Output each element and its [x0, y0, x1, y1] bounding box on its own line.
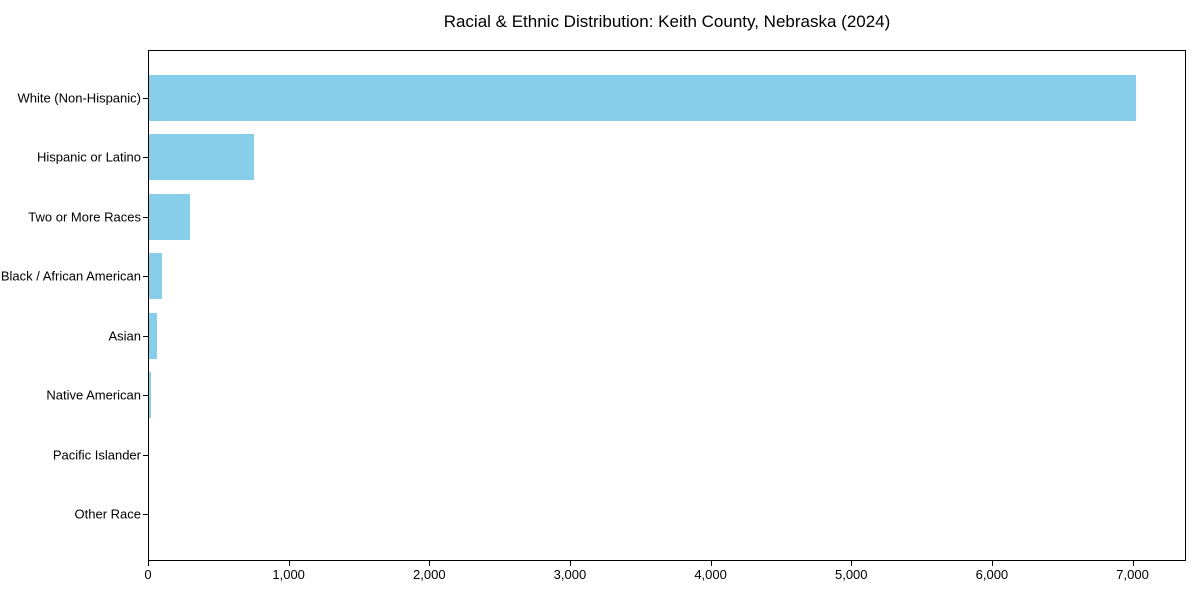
y-tick-label: Pacific Islander: [52, 447, 141, 463]
x-tick-mark: [1132, 561, 1134, 566]
y-tick-mark: [143, 335, 148, 337]
y-tick-label: White (Non-Hispanic): [17, 90, 141, 105]
y-tick-mark: [143, 395, 148, 397]
y-tick-label: Other Race: [74, 506, 141, 522]
x-tick-mark: [710, 561, 712, 566]
chart-title: Racial & Ethnic Distribution: Keith Coun…: [443, 12, 891, 31]
x-tick-label: 3,000: [553, 567, 587, 582]
x-tick-label: 1,000: [272, 567, 305, 582]
x-tick-mark: [991, 561, 993, 566]
y-tick-label: Two or More Races: [28, 209, 141, 225]
x-tick-label: 0: [144, 567, 152, 582]
bar-hispanic-or-latino: [149, 134, 255, 181]
y-tick-label: Asian: [108, 328, 141, 344]
x-tick-label: 7,000: [1116, 567, 1149, 582]
y-tick-mark: [143, 514, 148, 516]
y-tick-label: Hispanic or Latino: [36, 149, 141, 165]
x-tick-label: 5,000: [834, 567, 868, 582]
y-tick-mark: [143, 97, 148, 99]
y-tick-mark: [143, 454, 148, 456]
bar-asian: [149, 312, 158, 359]
y-tick-mark: [143, 216, 148, 218]
x-tick-mark: [569, 561, 571, 566]
bar-native-american: [149, 372, 151, 419]
y-tick-mark: [143, 157, 148, 159]
x-tick-mark: [429, 561, 431, 566]
y-tick-label: Native American: [46, 387, 141, 403]
x-tick-label: 4,000: [694, 567, 727, 582]
bar-white-non-hispanic: [149, 74, 1137, 121]
x-tick-label: 6,000: [975, 567, 1009, 582]
y-tick-label: Black / African American: [0, 268, 141, 284]
x-tick-mark: [148, 561, 149, 566]
x-tick-mark: [851, 561, 853, 566]
x-tick-label: 2,000: [413, 567, 446, 582]
bar-two-or-more-races: [149, 193, 190, 240]
plot-area: [148, 50, 1186, 561]
bar-black-african-american: [149, 253, 163, 300]
x-tick-mark: [288, 561, 290, 566]
y-tick-mark: [143, 276, 148, 278]
